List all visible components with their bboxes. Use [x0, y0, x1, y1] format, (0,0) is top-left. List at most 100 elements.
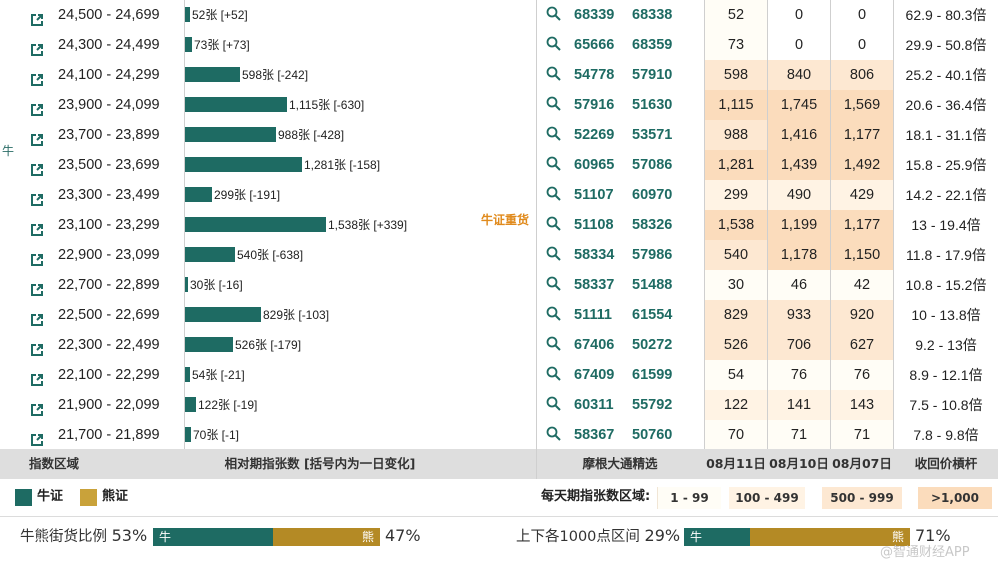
ratio2-bull-tag: 牛	[690, 530, 703, 544]
leverage-range: 8.9 - 12.1倍	[909, 367, 983, 383]
warrant-code-link[interactable]: 51108	[574, 217, 614, 233]
warrant-code-link[interactable]: 51630	[632, 97, 673, 113]
warrant-code-link[interactable]: 67409	[574, 367, 615, 383]
bar-cell: 73张 [+73]	[185, 30, 535, 60]
external-link-icon[interactable]	[30, 8, 44, 26]
warrant-code-link[interactable]: 58337	[574, 277, 615, 293]
external-link-icon[interactable]	[30, 188, 44, 206]
external-link-icon[interactable]	[30, 38, 44, 56]
search-icon[interactable]	[546, 273, 562, 291]
heat-cell	[768, 90, 830, 120]
external-link-icon[interactable]	[30, 398, 44, 416]
search-icon[interactable]	[546, 183, 562, 201]
contract-bar	[185, 97, 287, 112]
warrant-code-link[interactable]: 50760	[632, 427, 673, 443]
contract-bar	[185, 367, 190, 382]
header-leverage: 收回价槓杆	[914, 456, 978, 471]
search-icon[interactable]	[546, 363, 562, 381]
warrant-code-link[interactable]: 51107	[574, 187, 614, 203]
warrant-code-link[interactable]: 68359	[632, 37, 673, 53]
warrant-code-link[interactable]: 68339	[574, 7, 615, 23]
search-icon[interactable]	[546, 333, 562, 351]
heat-cell	[768, 420, 830, 450]
search-icon[interactable]	[546, 393, 562, 411]
search-icon[interactable]	[546, 93, 562, 111]
warrant-code-link[interactable]: 57086	[632, 157, 673, 173]
daily-count: 933	[786, 307, 812, 323]
external-link-icon[interactable]	[30, 218, 44, 236]
warrant-code-link[interactable]: 50272	[632, 337, 673, 353]
warrant-code-link[interactable]: 51111	[574, 307, 612, 323]
warrant-code-link[interactable]: 51488	[632, 277, 673, 293]
daily-count: 840	[786, 67, 812, 83]
warrant-code-link[interactable]: 52269	[574, 127, 615, 143]
heat-cell	[831, 420, 893, 450]
external-link-icon[interactable]	[30, 338, 44, 356]
search-icon[interactable]	[546, 243, 562, 261]
external-link-icon[interactable]	[30, 278, 44, 296]
warrant-code-link[interactable]: 57916	[574, 97, 615, 113]
warrant-code-link[interactable]: 61599	[632, 367, 673, 383]
table-header: 指数区域 相对期指张数 [括号内为一日变化] 摩根大通精选 08月11日 08月…	[0, 449, 998, 479]
warrant-code-link[interactable]: 58334	[574, 247, 615, 263]
warrant-code-link[interactable]: 57986	[632, 247, 673, 263]
external-link-icon[interactable]	[30, 428, 44, 446]
daily-count: 540	[723, 247, 749, 263]
warrant-code-link[interactable]: 65666	[574, 37, 615, 53]
daily-count: 1,199	[780, 217, 818, 233]
legend-range-3: 500 - 999	[822, 487, 902, 509]
search-icon[interactable]	[546, 33, 562, 51]
search-icon[interactable]	[546, 423, 562, 441]
search-icon[interactable]	[546, 63, 562, 81]
ratio1-bear-pct: 47%	[385, 526, 421, 545]
warrant-code-link[interactable]: 60311	[574, 397, 614, 413]
warrant-code-link[interactable]: 54778	[574, 67, 615, 83]
warrant-code-link[interactable]: 53571	[632, 127, 673, 143]
search-icon[interactable]	[546, 3, 562, 21]
heat-cell	[768, 120, 830, 150]
external-link-icon[interactable]	[30, 368, 44, 386]
daily-count: 299	[723, 187, 749, 203]
contract-bar-label: 30张 [-16]	[190, 278, 243, 292]
warrant-code-link[interactable]: 68338	[632, 7, 673, 23]
external-link-icon[interactable]	[30, 308, 44, 326]
leverage-range: 25.2 - 40.1倍	[905, 67, 987, 83]
warrant-code-link[interactable]: 58326	[632, 217, 673, 233]
daily-count: 141	[786, 397, 812, 413]
external-link-icon[interactable]	[30, 158, 44, 176]
external-link-icon[interactable]	[30, 248, 44, 266]
bar-cell: 54张 [-21]	[185, 360, 535, 390]
search-icon[interactable]	[546, 153, 562, 171]
ratio1-bull-pct: 53%	[111, 526, 148, 545]
warrant-code-link[interactable]: 55792	[632, 397, 673, 413]
warrant-code-link[interactable]: 58367	[574, 427, 615, 443]
heat-cell	[705, 120, 767, 150]
warrant-code-link[interactable]: 61554	[632, 307, 673, 323]
search-icon[interactable]	[546, 213, 562, 231]
external-link-icon[interactable]	[30, 128, 44, 146]
daily-count: 1,492	[843, 157, 881, 173]
warrant-code-link[interactable]: 67406	[574, 337, 615, 353]
search-icon[interactable]	[546, 123, 562, 141]
bar-cell: 988张 [-428]	[185, 120, 535, 150]
heat-cell	[705, 240, 767, 270]
table-row: 23,300 - 23,499 299张 [-191] 51107 60970 299 4…	[0, 180, 998, 210]
daily-count: 0	[857, 37, 867, 53]
daily-count: 1,745	[780, 97, 818, 113]
warrant-code-link[interactable]: 60965	[574, 157, 615, 173]
search-icon[interactable]	[546, 303, 562, 321]
warrant-code-link[interactable]: 60970	[632, 187, 673, 203]
external-link-icon[interactable]	[30, 98, 44, 116]
bar-cell: 299张 [-191]	[185, 180, 535, 210]
external-link-icon[interactable]	[30, 68, 44, 86]
index-range: 23,900 - 24,099	[58, 97, 160, 113]
legend-divider	[0, 516, 998, 517]
daily-count: 706	[786, 337, 812, 353]
legend-bear: 熊证	[102, 489, 129, 504]
warrant-code-link[interactable]: 57910	[632, 67, 673, 83]
daily-count: 1,439	[780, 157, 818, 173]
bar-cell: 526张 [-179]	[185, 330, 535, 360]
daily-count: 73	[727, 37, 745, 53]
daily-count: 76	[853, 367, 871, 383]
daily-count: 1,115	[718, 97, 754, 113]
